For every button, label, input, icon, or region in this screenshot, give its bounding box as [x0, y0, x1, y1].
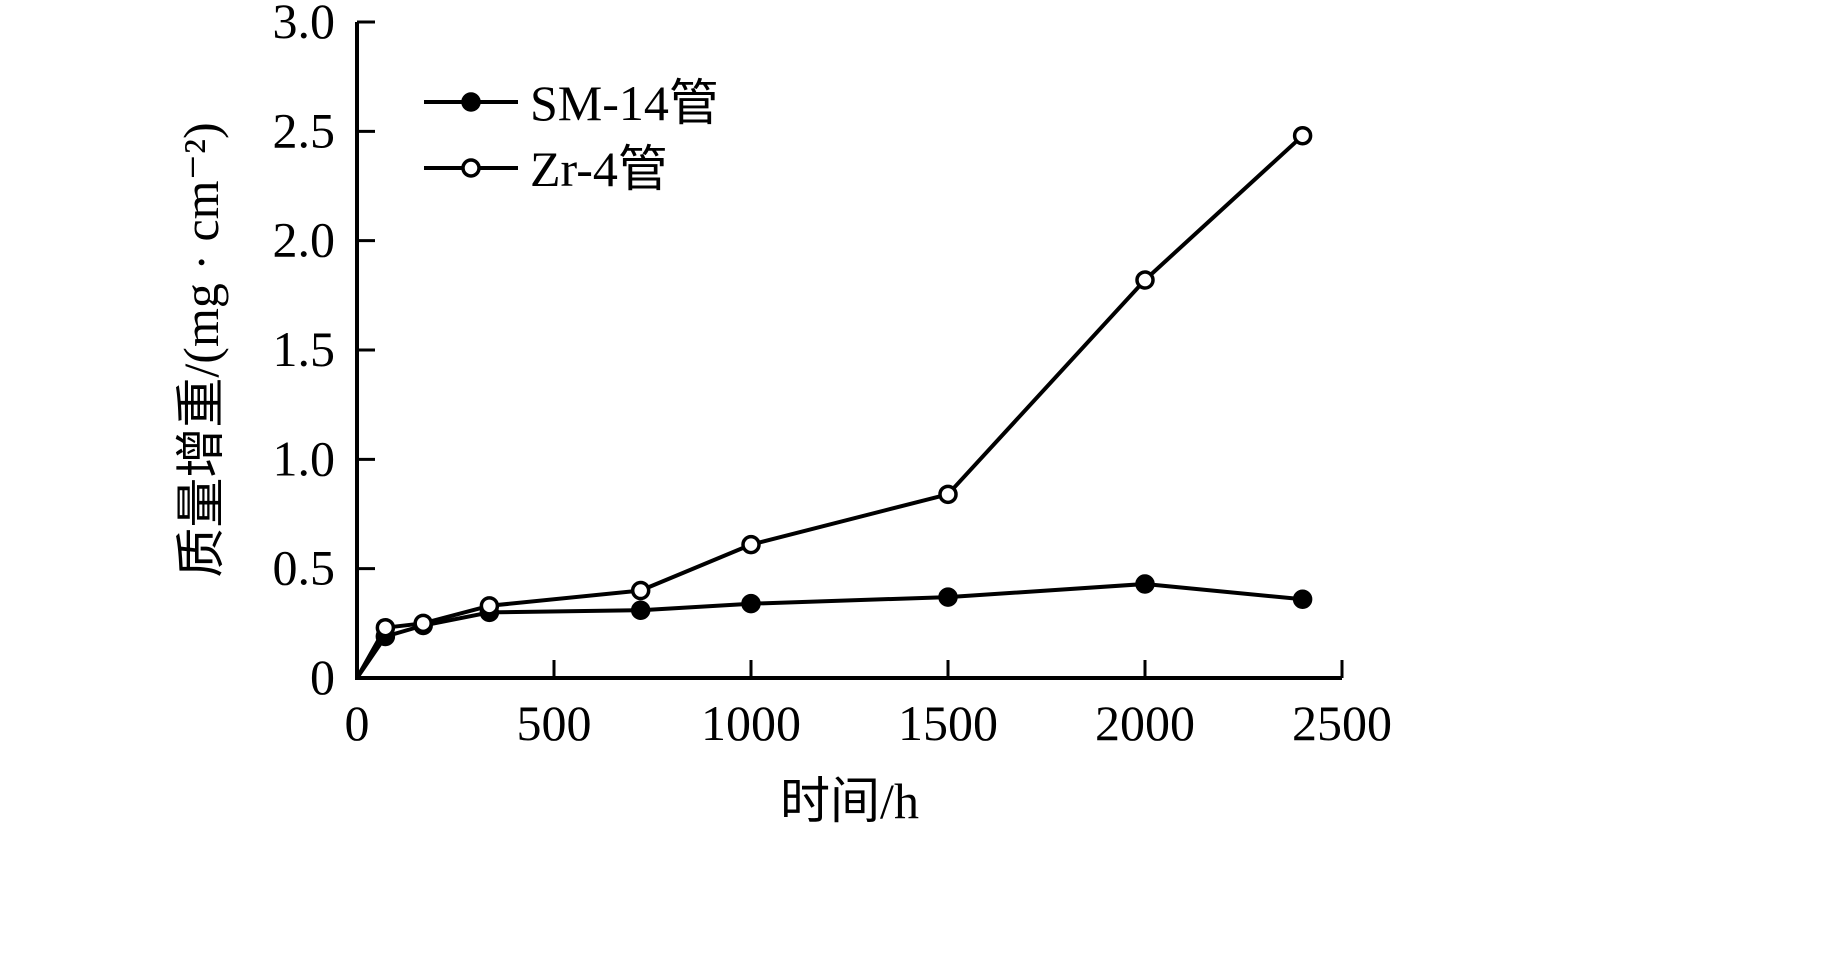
data-point	[938, 484, 958, 505]
series-1	[355, 574, 1313, 680]
x-tick-label: 0	[345, 695, 370, 751]
data-point	[1292, 125, 1313, 146]
x-tick-label: 500	[517, 695, 592, 751]
y-tick-label: 1.0	[273, 430, 336, 486]
y-tick-label: 0.5	[273, 540, 336, 596]
legend-label: SM-14管	[530, 75, 719, 131]
y-tick-label: 3.0	[273, 0, 336, 49]
x-tick-label: 1000	[701, 695, 801, 751]
data-point	[1135, 574, 1155, 594]
series-line	[355, 582, 1303, 680]
data-point	[741, 534, 761, 555]
data-point	[1292, 589, 1313, 610]
series-layer	[355, 125, 1313, 680]
legend: SM-14管 Zr-4管	[424, 75, 719, 197]
x-tick-label: 1500	[898, 695, 998, 751]
data-point	[938, 587, 958, 607]
x-tick-label: 2000	[1095, 695, 1195, 751]
y-tick-label: 2.0	[273, 212, 336, 268]
y-axis-title: 质量增重/(mg · cm⁻²)	[173, 122, 229, 577]
axes	[355, 22, 1342, 680]
data-point	[479, 596, 500, 616]
legend-item: Zr-4管	[424, 141, 668, 197]
data-point	[630, 600, 651, 620]
y-tick-label: 1.5	[273, 321, 336, 377]
series-2	[355, 125, 1313, 679]
data-point	[375, 617, 396, 638]
data-point	[1135, 270, 1155, 290]
legend-label: Zr-4管	[530, 141, 668, 197]
legend-marker	[461, 92, 481, 112]
y-tick-label: 2.5	[273, 102, 336, 158]
y-axis-ticks: 0 0.5 1.0 1.5 2.0 2.5 3.0	[273, 0, 375, 705]
y-tick-label: 0	[310, 649, 335, 705]
legend-marker	[461, 158, 481, 178]
x-axis-ticks: 0 500 1000 1500 2000 2500	[345, 660, 1392, 751]
x-axis-title: 时间/h	[780, 773, 919, 829]
data-point	[741, 593, 761, 614]
data-point	[630, 580, 651, 601]
x-tick-label: 2500	[1292, 695, 1392, 751]
series-line	[355, 134, 1304, 679]
data-point	[413, 613, 433, 634]
legend-item: SM-14管	[424, 75, 719, 131]
